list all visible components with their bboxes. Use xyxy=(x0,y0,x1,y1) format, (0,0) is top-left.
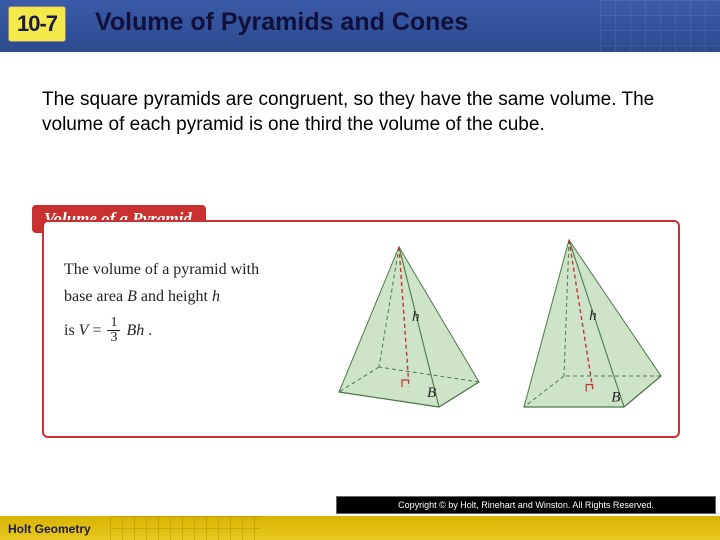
formula-description: The volume of a pyramid with base area B… xyxy=(64,256,314,345)
footer-grid-decor xyxy=(110,516,260,540)
eq-lhs: V xyxy=(79,317,89,344)
svg-text:h: h xyxy=(412,309,420,325)
eq-rhs: Bh xyxy=(126,317,144,344)
svg-text:B: B xyxy=(427,385,436,401)
formula-box: The volume of a pyramid with base area B… xyxy=(42,220,680,438)
slide-title: Volume of Pyramids and Cones xyxy=(95,8,468,37)
eq-equals: = xyxy=(92,317,101,344)
pyramid-diagram: h Bh B xyxy=(319,232,669,432)
frac-den: 3 xyxy=(107,331,120,345)
frac-num: 1 xyxy=(107,316,120,331)
eq-fraction: 1 3 xyxy=(107,316,120,345)
lesson-number-badge: 10-7 xyxy=(8,6,66,42)
copyright-bar: Copyright © by Holt, Rinehart and Winsto… xyxy=(336,496,716,514)
formula-line2: base area B and height h xyxy=(64,283,314,310)
svg-text:B: B xyxy=(611,390,620,406)
var-h: h xyxy=(212,288,220,305)
formula-equation: V = 1 3 Bh. xyxy=(79,316,153,345)
slide-header: 10-7 Volume of Pyramids and Cones xyxy=(0,0,720,52)
header-grid-decor xyxy=(600,0,720,52)
slide-footer: Holt Geometry xyxy=(0,516,720,540)
formula-line3: is V = 1 3 Bh. xyxy=(64,316,314,345)
var-B: B xyxy=(127,288,137,305)
line2-mid: and height xyxy=(137,288,212,305)
svg-text:h: h xyxy=(589,308,597,324)
body-paragraph: The square pyramids are congruent, so th… xyxy=(42,88,662,137)
footer-brand: Holt Geometry xyxy=(8,522,91,536)
line2-prefix: base area xyxy=(64,288,127,305)
line3-prefix: is xyxy=(64,322,79,339)
eq-period: . xyxy=(148,317,152,344)
formula-line1: The volume of a pyramid with xyxy=(64,256,314,283)
